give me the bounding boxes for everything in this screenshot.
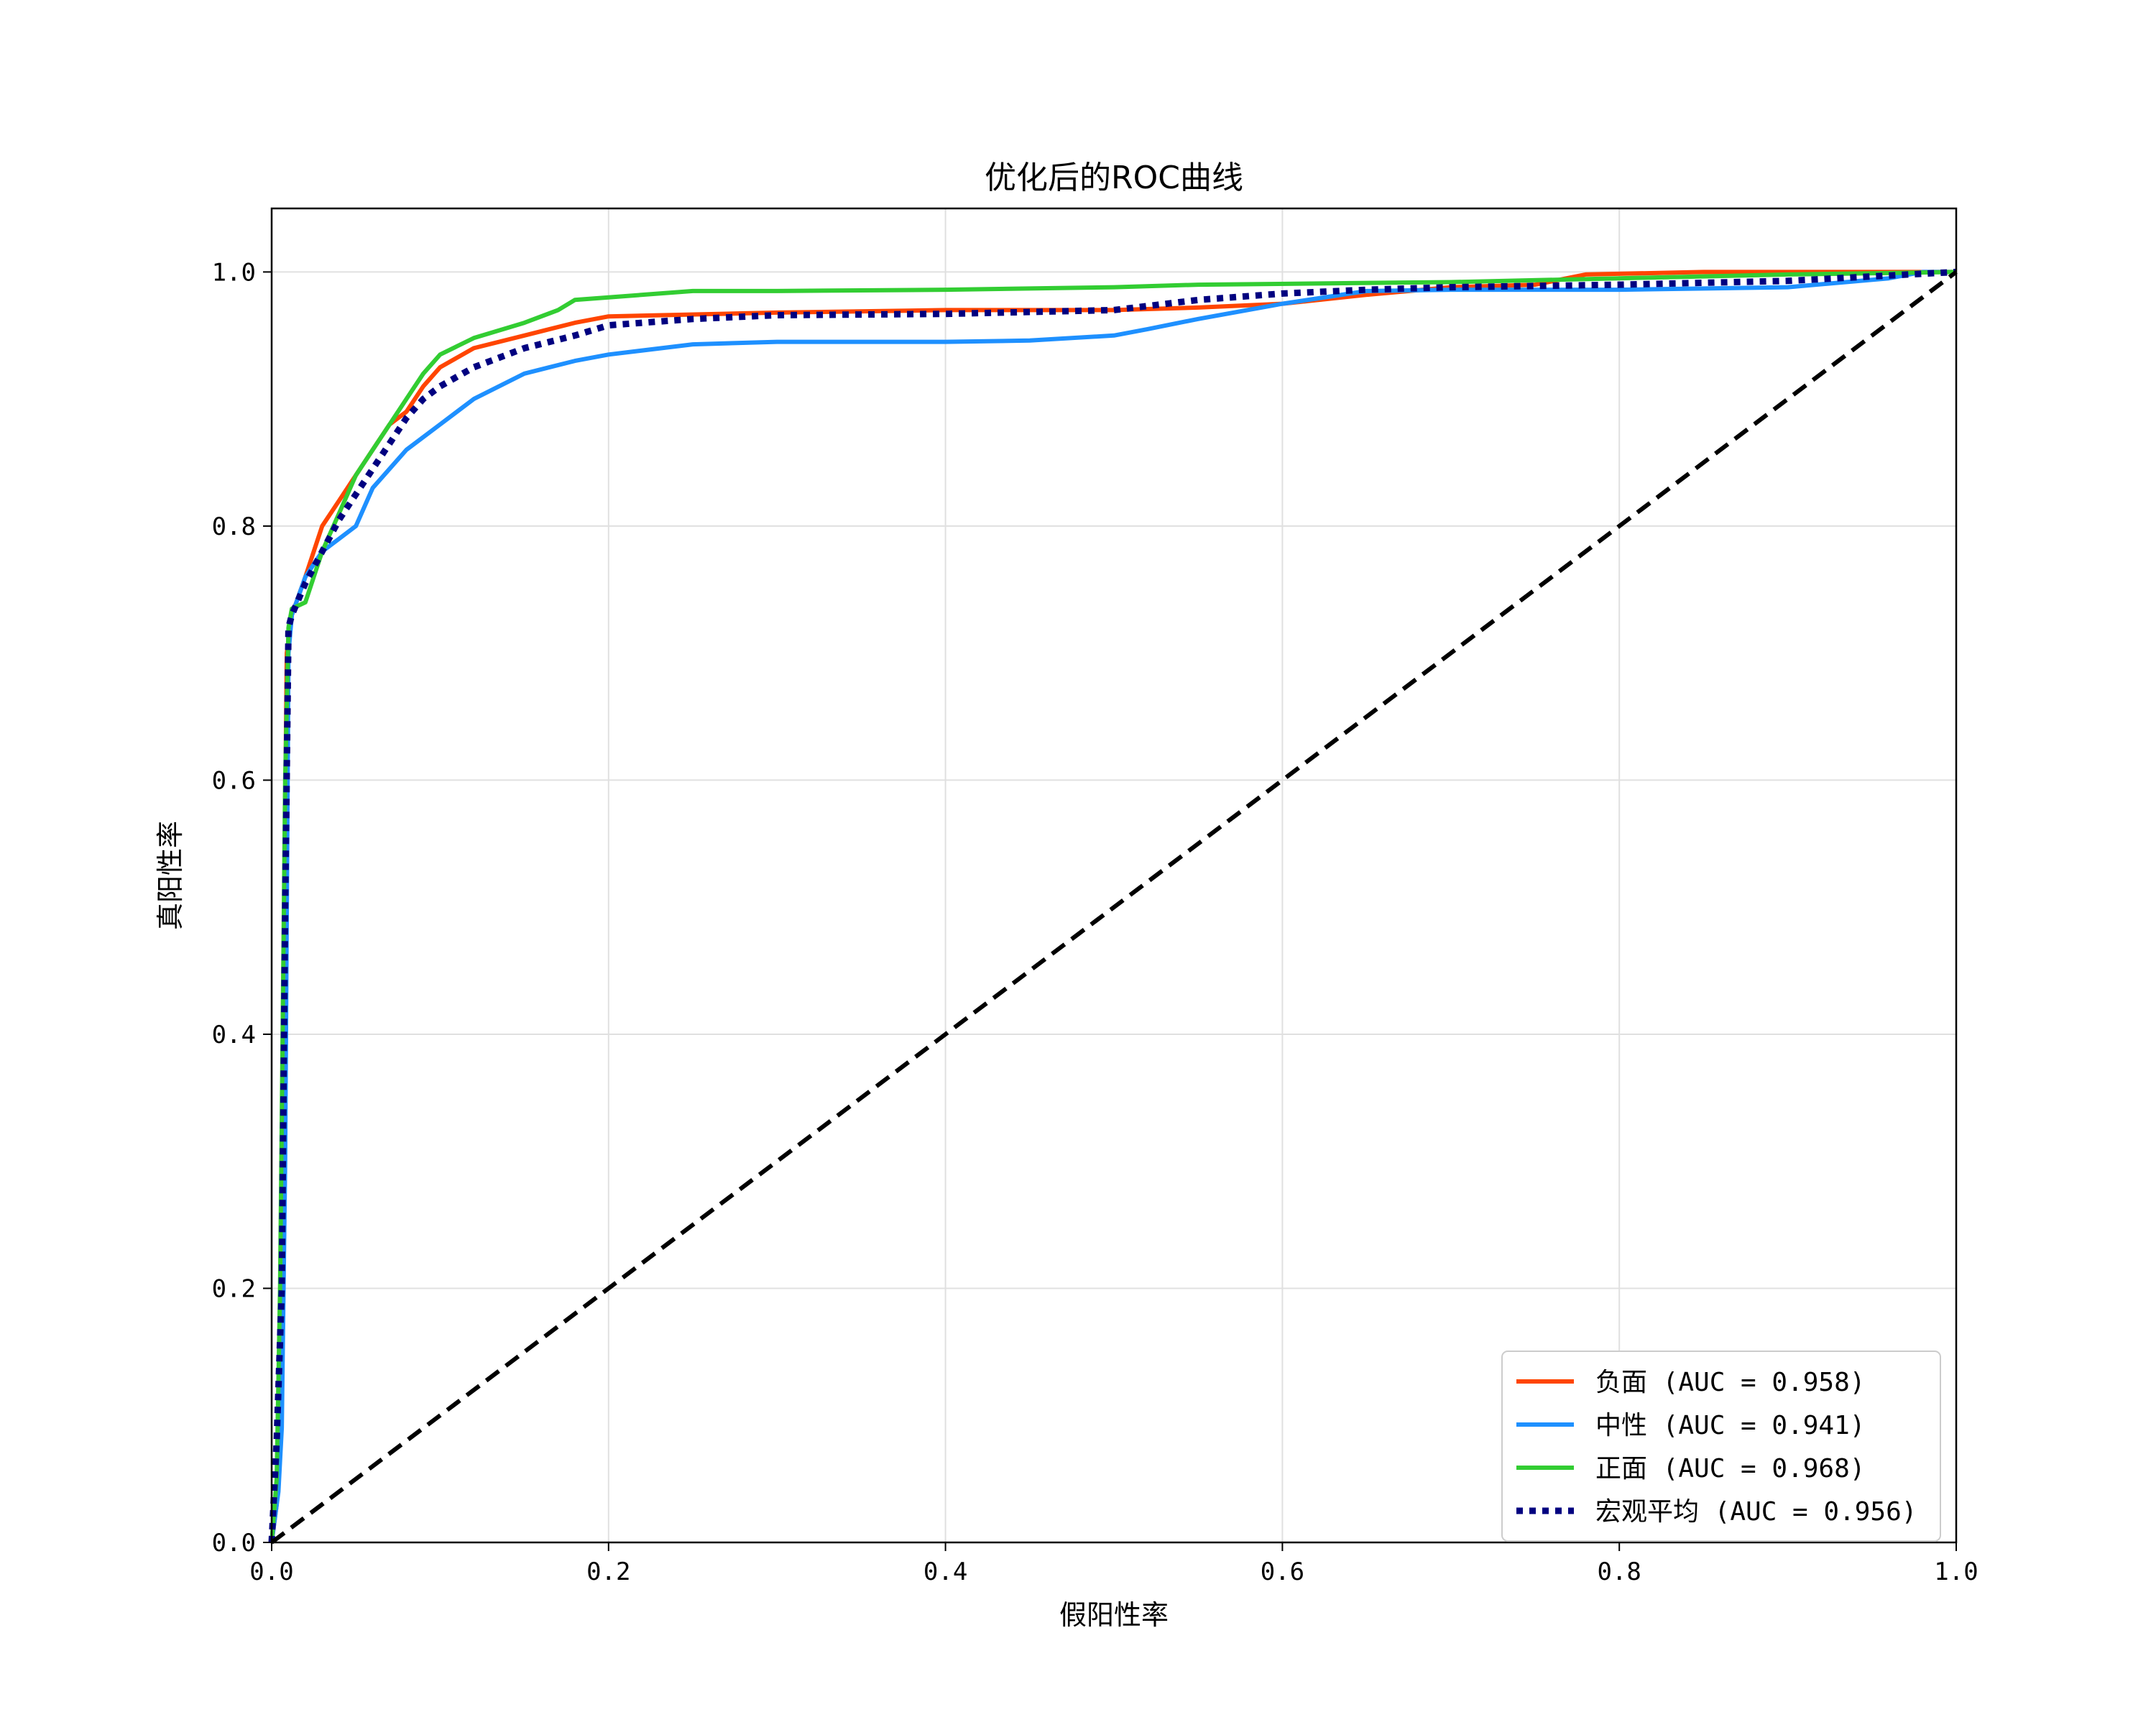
legend-label: 宏观平均 (AUC = 0.956) bbox=[1595, 1497, 1917, 1527]
diagonal-reference-line bbox=[270, 270, 1958, 1545]
x-tick-label: 0.0 bbox=[249, 1558, 293, 1586]
series-line-3 bbox=[268, 268, 1957, 1543]
axis-ticks: 0.0 0.2 0.4 0.6 0.8 1.0 0.0 0.2 0.4 0.6 0.8 1.0 bbox=[212, 258, 1978, 1586]
legend-label: 正面 (AUC = 0.968) bbox=[1595, 1454, 1865, 1484]
legend-box bbox=[1501, 1351, 1941, 1542]
x-axis-label: 假阳性率 bbox=[1059, 1599, 1169, 1631]
x-tick-label: 0.2 bbox=[586, 1558, 630, 1586]
x-tick-label: 0.4 bbox=[923, 1558, 967, 1586]
y-tick-label: 1.0 bbox=[212, 258, 256, 287]
y-axis-label: 真阳性率 bbox=[155, 821, 186, 930]
y-tick-label: 0.6 bbox=[212, 766, 256, 795]
y-tick-label: 0.4 bbox=[212, 1021, 256, 1049]
x-tick-label: 1.0 bbox=[1934, 1558, 1978, 1586]
x-tick-label: 0.8 bbox=[1597, 1558, 1641, 1586]
series-line-2 bbox=[270, 270, 1957, 1543]
plot-lines bbox=[268, 268, 1958, 1545]
y-tick-label: 0.2 bbox=[212, 1274, 256, 1303]
y-tick-label: 0.0 bbox=[212, 1529, 256, 1558]
grid bbox=[271, 208, 1957, 1543]
axes-frame bbox=[270, 207, 1958, 1544]
x-tick-label: 0.6 bbox=[1261, 1558, 1304, 1586]
chart-title: 优化后的ROC曲线 bbox=[985, 160, 1243, 196]
legend-label: 中性 (AUC = 0.941) bbox=[1595, 1411, 1865, 1440]
y-tick-label: 0.8 bbox=[212, 512, 256, 541]
legend-label: 负面 (AUC = 0.958) bbox=[1595, 1368, 1865, 1397]
legend: 负面 (AUC = 0.958) 中性 (AUC = 0.941) 正面 (AUC … bbox=[1501, 1351, 1941, 1542]
